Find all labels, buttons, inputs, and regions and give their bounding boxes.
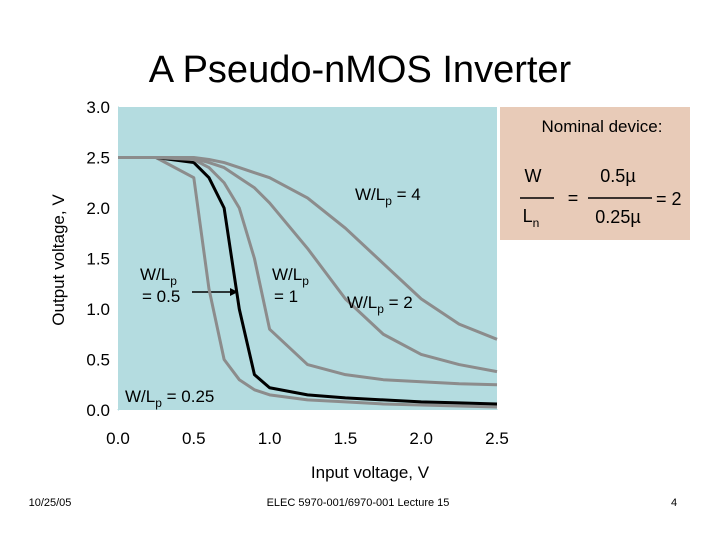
label-text: W/L bbox=[355, 185, 385, 204]
subscript: p bbox=[377, 302, 384, 316]
y-axis-label: Output voltage, V bbox=[49, 194, 68, 326]
x-tick-label: 1.0 bbox=[258, 429, 282, 448]
nominal-l-sub: n bbox=[533, 216, 540, 230]
arrow-head bbox=[230, 288, 238, 296]
label-text: W/L bbox=[347, 293, 377, 312]
nominal-box bbox=[500, 107, 690, 240]
curve-label: W/Lp bbox=[140, 265, 177, 288]
subscript: p bbox=[302, 274, 309, 288]
label-text: = 1 bbox=[274, 287, 298, 306]
nominal-l-main: L bbox=[523, 206, 533, 226]
label-text: W/L bbox=[140, 265, 170, 284]
series-line bbox=[118, 156, 498, 406]
slide-title: A Pseudo-nMOS Inverter bbox=[149, 49, 572, 91]
x-tick-label: 2.5 bbox=[485, 429, 509, 448]
label-text: W/L bbox=[125, 387, 155, 406]
nominal-den: 0.25µ bbox=[595, 207, 640, 227]
curve-label: W/Lp = 4 bbox=[355, 185, 421, 208]
curve-label: W/Lp = 2 bbox=[347, 293, 413, 316]
y-tick-label: 1.0 bbox=[86, 300, 110, 319]
x-axis-label: Input voltage, V bbox=[311, 463, 430, 482]
label-text: = 4 bbox=[392, 185, 421, 204]
footer-course: ELEC 5970-001/6970-001 Lecture 15 bbox=[267, 497, 450, 509]
series-line bbox=[118, 156, 498, 341]
label-text: = 0.5 bbox=[142, 287, 180, 306]
subscript: p bbox=[385, 194, 392, 208]
curve-label: W/Lp bbox=[272, 265, 309, 288]
series-line bbox=[118, 156, 498, 387]
label-text: = 2 bbox=[384, 293, 413, 312]
footer-date: 10/25/05 bbox=[29, 497, 72, 509]
curve-label: = 1 bbox=[274, 287, 298, 306]
x-tick-label: 2.0 bbox=[409, 429, 433, 448]
nominal-num: 0.5µ bbox=[600, 166, 635, 186]
x-tick-label: 1.5 bbox=[334, 429, 358, 448]
curve-label: = 0.5 bbox=[142, 287, 180, 306]
subscript: p bbox=[170, 274, 177, 288]
x-tick-label: 0.0 bbox=[106, 429, 130, 448]
label-text: W/L bbox=[272, 265, 302, 284]
subscript: p bbox=[155, 396, 162, 410]
nominal-result: = 2 bbox=[656, 189, 682, 209]
footer-page: 4 bbox=[671, 497, 677, 509]
nominal-l: Ln bbox=[523, 206, 540, 230]
y-tick-label: 1.5 bbox=[86, 250, 110, 269]
y-tick-label: 0.0 bbox=[86, 401, 110, 420]
y-tick-label: 3.0 bbox=[86, 98, 110, 117]
y-tick-label: 0.5 bbox=[86, 351, 110, 370]
y-tick-label: 2.0 bbox=[86, 199, 110, 218]
label-text: = 0.25 bbox=[162, 387, 214, 406]
nominal-title: Nominal device: bbox=[542, 117, 663, 136]
series-line bbox=[118, 156, 498, 409]
nominal-w: W bbox=[525, 166, 542, 186]
nominal-eq: = bbox=[568, 188, 579, 208]
y-tick-label: 2.5 bbox=[86, 149, 110, 168]
curve-label: W/Lp = 0.25 bbox=[125, 387, 214, 410]
x-tick-label: 0.5 bbox=[182, 429, 206, 448]
